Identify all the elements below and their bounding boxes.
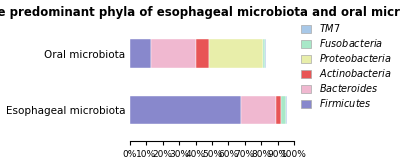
- Bar: [286, 96, 288, 124]
- Bar: [276, 96, 281, 124]
- Bar: [242, 96, 276, 124]
- Bar: [281, 96, 286, 124]
- Bar: [209, 39, 263, 68]
- Bar: [130, 39, 151, 68]
- Bar: [263, 39, 265, 68]
- Bar: [151, 39, 196, 68]
- Title: The predominant phyla of esophageal microbiota and oral microbiota: The predominant phyla of esophageal micr…: [0, 6, 400, 18]
- Bar: [265, 39, 266, 68]
- Bar: [196, 39, 209, 68]
- Bar: [130, 96, 242, 124]
- Legend: $\it{TM7}$, $\it{Fusobacteria}$, $\it{Proteobacteria}$, $\it{Actinobacteria}$, $: $\it{TM7}$, $\it{Fusobacteria}$, $\it{Pr…: [300, 21, 393, 110]
